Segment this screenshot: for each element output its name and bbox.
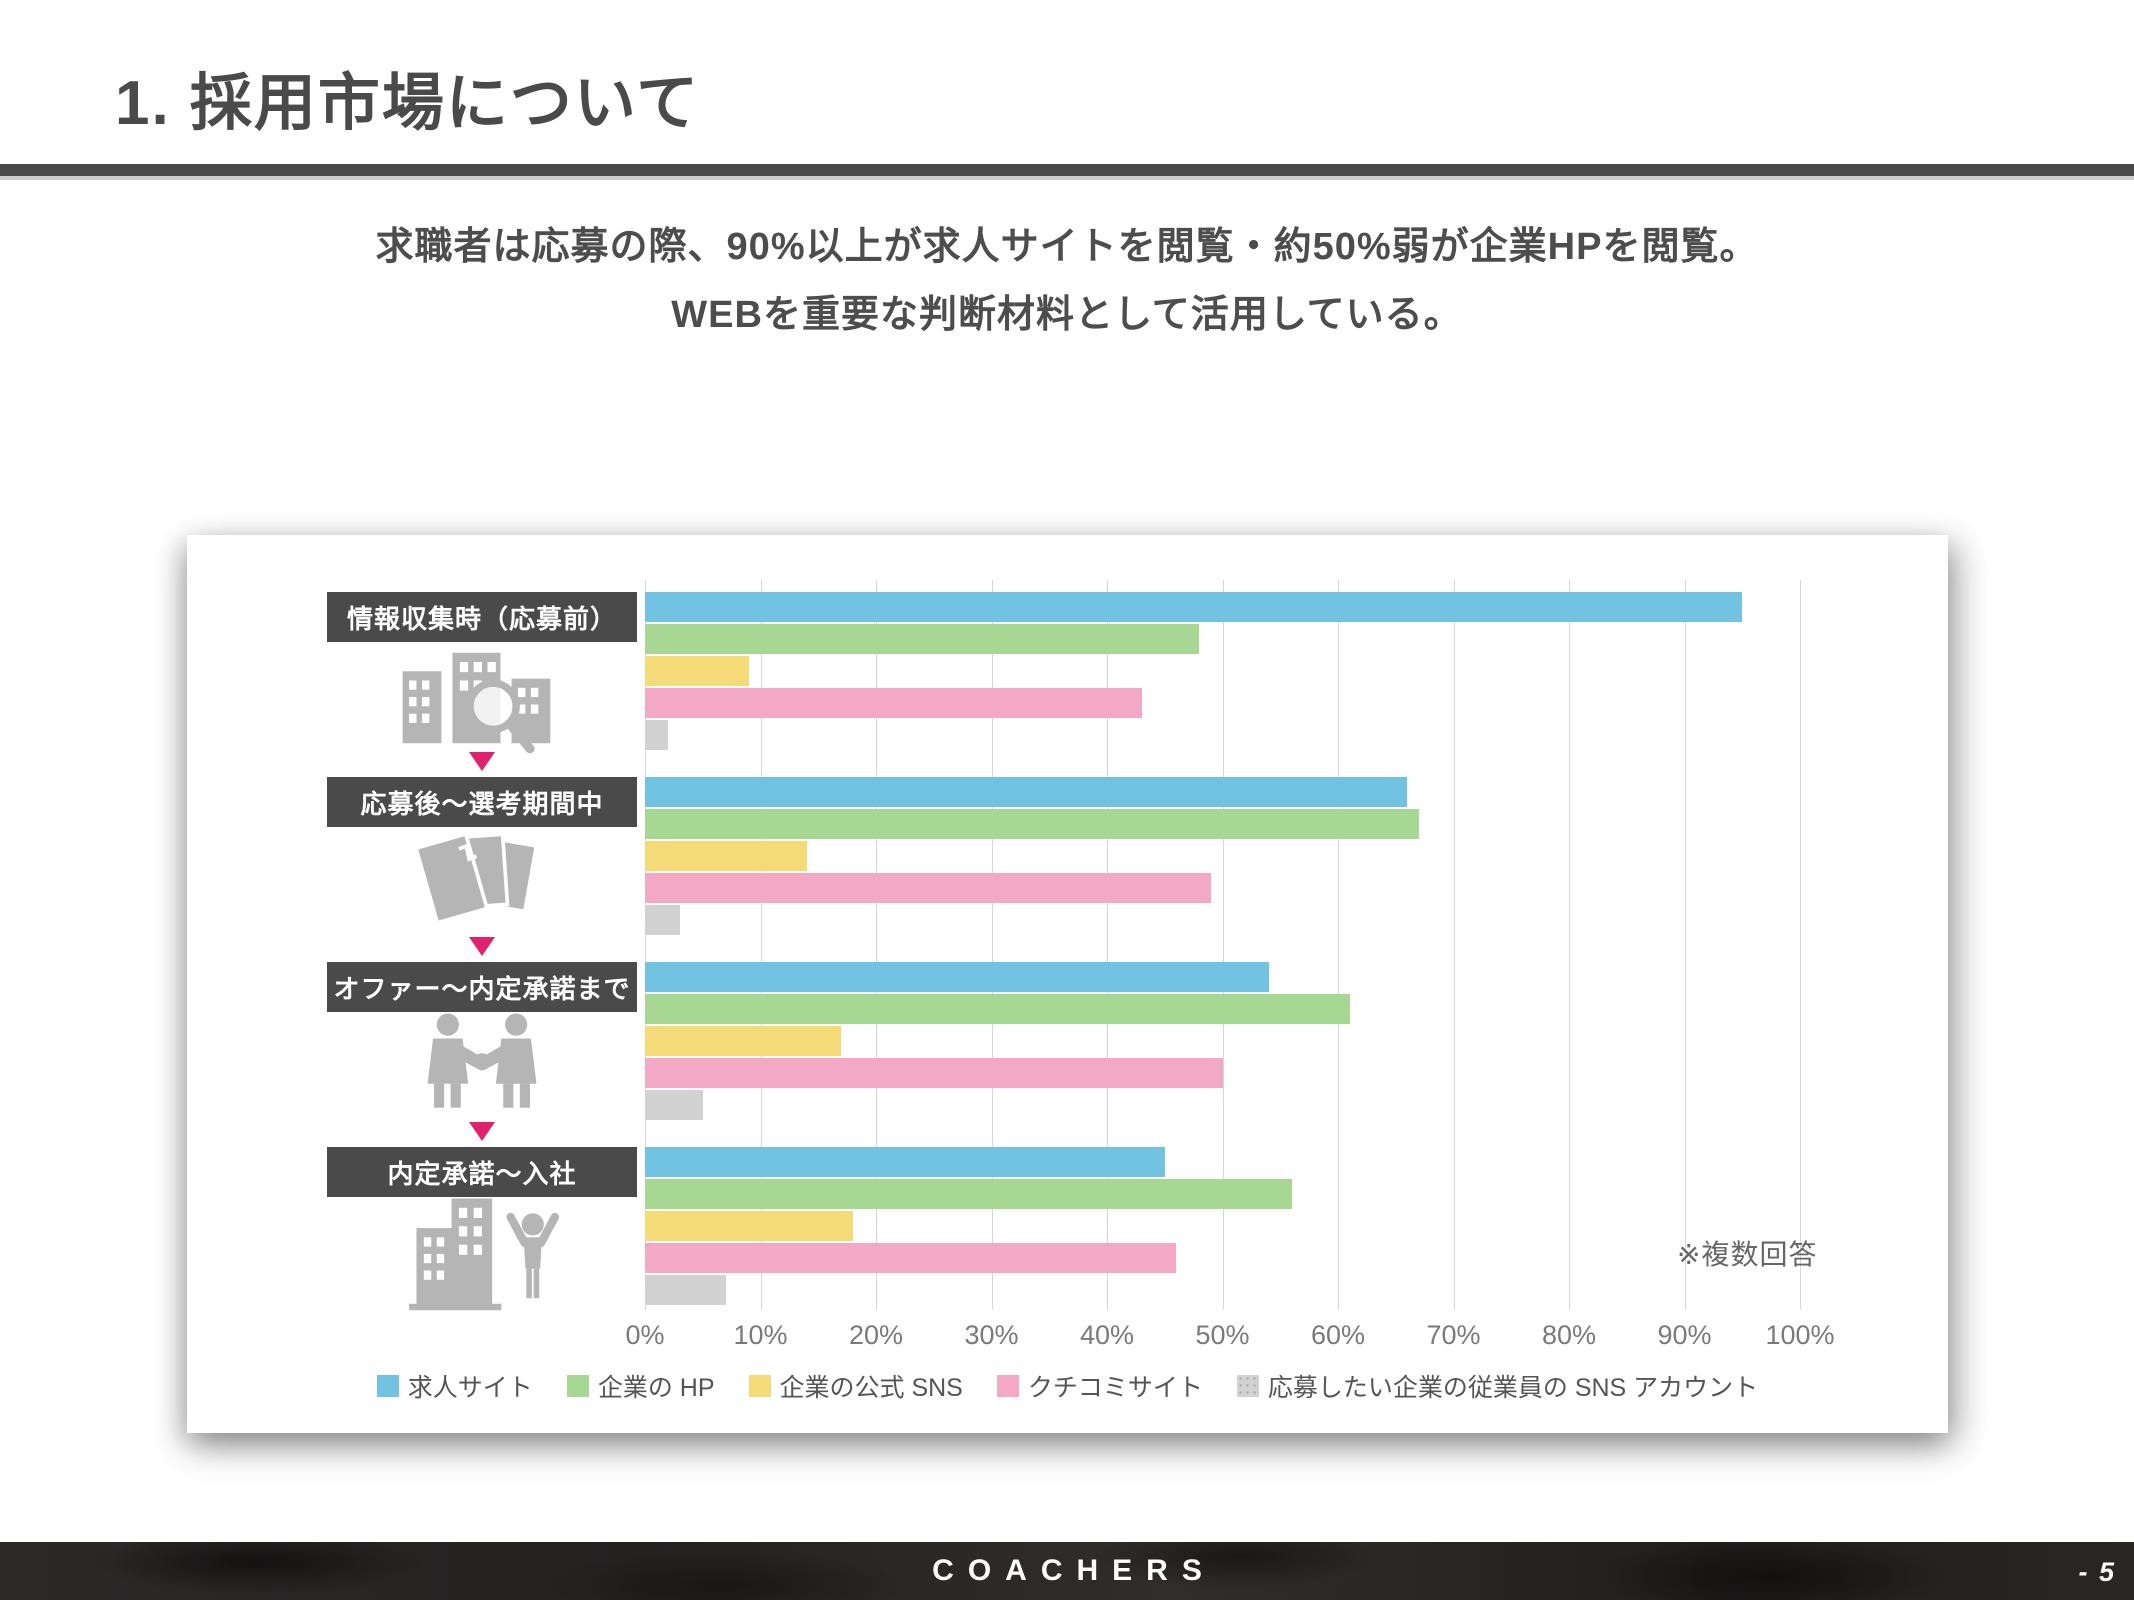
buildings-search-icon	[327, 648, 637, 754]
legend-label: 企業の公式 SNS	[779, 1374, 963, 1402]
gridline	[991, 580, 993, 1310]
bar	[645, 994, 1350, 1024]
bar	[645, 1275, 726, 1305]
category-label: 応募後～選考期間中	[327, 777, 637, 827]
axis-tick-label: 0%	[625, 1320, 665, 1350]
page-number: - 5	[2078, 1557, 2116, 1587]
axis-tick-label: 20%	[848, 1320, 904, 1350]
axis-tick-label: 50%	[1195, 1320, 1250, 1350]
bar	[645, 905, 680, 935]
handshake-icon	[327, 1013, 637, 1118]
note-multiple-answers: ※複数回答	[1677, 1239, 1818, 1270]
bar	[645, 1211, 853, 1241]
legend-item: 企業の HP	[566, 1368, 715, 1404]
axis-tick-label: 10%	[733, 1320, 788, 1350]
category-label: 内定承諾～入社	[327, 1147, 637, 1197]
bar	[645, 624, 1200, 654]
bar	[645, 688, 1142, 718]
legend-swatch	[1236, 1375, 1259, 1397]
bar	[645, 873, 1211, 903]
building-person-icon	[327, 1198, 637, 1311]
gridline	[1338, 580, 1339, 1310]
flow-arrow-icon	[469, 752, 495, 771]
brand-logo: COACHERS	[932, 1554, 1216, 1587]
legend-swatch	[996, 1375, 1019, 1397]
bar	[645, 656, 749, 686]
gridline	[1684, 580, 1686, 1310]
subtitle-line-1: 求職者は応募の際、90%以上が求人サイトを閲覧・約50%弱が企業HPを閲覧。	[375, 226, 1759, 268]
documents-icon	[327, 831, 637, 933]
category-label: オファー～内定承諾まで	[327, 962, 637, 1012]
bar	[645, 841, 807, 871]
legend-item: クチコミサイト	[996, 1368, 1203, 1404]
bar	[645, 1090, 703, 1120]
bar	[645, 1179, 1292, 1209]
footer: COACHERS - 5	[0, 1542, 2134, 1600]
bar	[645, 1147, 1165, 1177]
gridline	[1222, 580, 1224, 1310]
legend-label: 応募したい企業の従業員の SNS アカウント	[1267, 1374, 1759, 1402]
axis-tick-label: 30%	[964, 1320, 1019, 1350]
legend-label: 企業の HP	[597, 1374, 715, 1402]
flow-arrow-icon	[469, 937, 495, 956]
bar	[645, 1026, 842, 1056]
gridline	[876, 580, 877, 1310]
axis-tick-label: 90%	[1657, 1320, 1712, 1350]
chart-plot: 0% 10% 20% 30% 40% 50% 60% 70% 80% 90% 100% 情報収集時（応…	[187, 535, 1948, 1433]
legend-swatch	[376, 1375, 399, 1397]
page-title: 1. 採用市場について	[115, 69, 701, 138]
legend-swatch	[566, 1375, 589, 1397]
gridline	[1800, 580, 1801, 1310]
gridline	[760, 580, 762, 1310]
bar	[645, 1243, 1177, 1273]
axis-tick-label: 100%	[1765, 1320, 1835, 1350]
legend-item: 求人サイト	[376, 1368, 533, 1404]
title-divider	[0, 164, 2134, 176]
axis-tick-label: 60%	[1310, 1320, 1366, 1350]
chart-card: 0% 10% 20% 30% 40% 50% 60% 70% 80% 90% 100% 情報収集時（応…	[187, 535, 1948, 1433]
bar	[645, 962, 1269, 992]
axis-tick-label: 40%	[1079, 1320, 1135, 1350]
legend-swatch	[748, 1375, 771, 1397]
axis-tick-label: 80%	[1541, 1320, 1597, 1350]
bar	[645, 809, 1419, 839]
gridline	[1107, 580, 1108, 1310]
gridline	[1569, 580, 1570, 1310]
legend-item: 応募したい企業の従業員の SNS アカウント	[1236, 1368, 1759, 1404]
subtitle-line-2: WEBを重要な判断材料として活用している。	[671, 294, 1463, 336]
bar	[645, 720, 669, 750]
gridline	[1453, 580, 1455, 1310]
legend-label: クチコミサイト	[1027, 1374, 1203, 1402]
gridline	[645, 580, 646, 1310]
bar	[645, 592, 1743, 622]
bar	[645, 1058, 1223, 1088]
legend-item: 企業の公式 SNS	[748, 1368, 963, 1404]
category-label: 情報収集時（応募前）	[327, 592, 637, 642]
axis-tick-label: 70%	[1426, 1320, 1481, 1350]
flow-arrow-icon	[469, 1122, 495, 1141]
legend-label: 求人サイト	[407, 1374, 533, 1402]
legend: 求人サイト 企業の HP 企業の公式 SNS クチコミサイト 応募したい企業の従業員の …	[187, 1368, 1948, 1404]
bar	[645, 777, 1408, 807]
